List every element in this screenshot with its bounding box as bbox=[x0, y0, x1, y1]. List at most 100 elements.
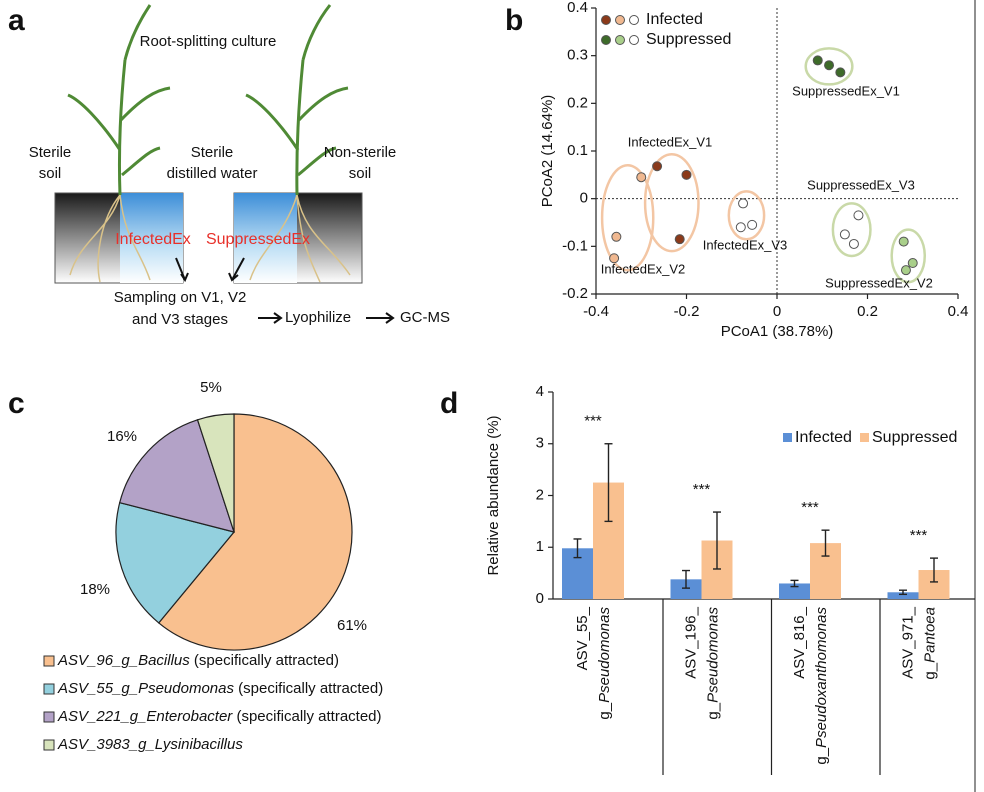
cluster-label: SuppressedEx_V1 bbox=[792, 83, 900, 98]
x-tick-label: -0.4 bbox=[583, 303, 609, 320]
error-bar bbox=[713, 511, 721, 570]
error-bar bbox=[573, 538, 582, 559]
error-bar bbox=[682, 569, 690, 589]
slice-label: 61% bbox=[337, 617, 367, 634]
legend-label: ASV_55_g_Pseudomonas (specifically attra… bbox=[57, 680, 383, 697]
cluster-ellipse bbox=[727, 190, 766, 241]
water bbox=[234, 193, 297, 283]
panel-label: c bbox=[8, 387, 25, 420]
cluster-label: SuppressedEx_V3 bbox=[807, 177, 915, 192]
point bbox=[611, 231, 622, 242]
cluster-label: InfectedEx_V1 bbox=[628, 134, 713, 149]
arrow bbox=[175, 257, 395, 324]
pie-slice bbox=[196, 413, 235, 533]
legend-swatch bbox=[43, 683, 55, 695]
legend-swatch bbox=[43, 739, 55, 751]
legend-swatch bbox=[43, 711, 55, 723]
cluster-ellipse bbox=[600, 163, 655, 272]
bar bbox=[779, 583, 810, 599]
error-bar bbox=[930, 557, 938, 583]
error-bar bbox=[790, 579, 799, 588]
diagram-title: Root-splitting culture bbox=[140, 33, 277, 50]
x-tick-label: 0.2 bbox=[857, 303, 878, 320]
point bbox=[907, 258, 918, 269]
x-tick-label: 0.4 bbox=[948, 303, 969, 320]
plant bbox=[67, 4, 349, 196]
label: Sampling on V1, V2 bbox=[114, 289, 247, 306]
pie-slice bbox=[118, 419, 235, 533]
legend-label: Infected bbox=[795, 429, 852, 446]
label: Non-sterile bbox=[324, 144, 397, 161]
y-tick-label: -0.2 bbox=[562, 285, 588, 302]
label: soil bbox=[39, 165, 62, 182]
x-tick-label: ASV_196_ bbox=[682, 606, 699, 678]
cluster-ellipse bbox=[804, 47, 854, 86]
point bbox=[900, 265, 911, 276]
x-tick-label: g_Pseudomonas bbox=[704, 607, 721, 720]
y-tick-label: 2 bbox=[536, 486, 544, 503]
y-tick-label: 4 bbox=[536, 383, 544, 400]
legend-label: ASV_3983_g_Lysinibacillus bbox=[57, 736, 243, 753]
x-tick-label: -0.2 bbox=[674, 303, 700, 320]
panel-label: d bbox=[440, 387, 458, 420]
y-tick-label: 0 bbox=[536, 590, 544, 607]
legend-marker bbox=[601, 15, 611, 25]
legend-label: ASV_221_g_Enterobacter (specifically att… bbox=[57, 708, 382, 725]
cluster-ellipse bbox=[643, 153, 700, 253]
x-tick-label: g_Pseudomonas bbox=[596, 607, 613, 720]
legend-swatch bbox=[43, 655, 55, 667]
point bbox=[738, 198, 749, 209]
legend-marker bbox=[615, 15, 625, 25]
x-tick-label: ASV_971_ bbox=[899, 606, 916, 678]
significance: *** bbox=[693, 481, 711, 498]
legend-label: Infected bbox=[646, 11, 703, 28]
x-tick-label: g_Pseudoxanthomonas bbox=[813, 607, 830, 765]
label: Lyophilize bbox=[285, 309, 351, 326]
legend-marker bbox=[629, 35, 639, 45]
label: Sterile bbox=[29, 144, 72, 161]
legend-swatch bbox=[860, 433, 869, 442]
diagram: Root-splitting culture Sterile soil Ster… bbox=[29, 4, 450, 328]
y-tick-label: 3 bbox=[536, 435, 544, 452]
point bbox=[835, 67, 846, 78]
y-tick-label: 0 bbox=[580, 190, 588, 207]
point bbox=[839, 229, 850, 240]
legend-label: Suppressed bbox=[646, 31, 731, 48]
point bbox=[853, 210, 864, 221]
label: Sterile bbox=[191, 144, 234, 161]
panel-label: b bbox=[505, 4, 523, 37]
panel-label: a bbox=[8, 4, 25, 37]
label: SuppressedEx bbox=[206, 231, 310, 248]
point bbox=[609, 253, 620, 264]
cluster-label: InfectedEx_V2 bbox=[601, 261, 686, 276]
slice-label: 5% bbox=[200, 379, 222, 396]
label: GC-MS bbox=[400, 309, 450, 326]
point bbox=[898, 236, 909, 247]
label: soil bbox=[349, 165, 372, 182]
legend-label: ASV_96_g_Bacillus (specifically attracte… bbox=[57, 652, 339, 669]
y-tick-label: 1 bbox=[536, 538, 544, 555]
roots bbox=[69, 194, 351, 283]
pie-slice bbox=[115, 501, 236, 624]
bar bbox=[670, 579, 702, 599]
y-tick-label: 0.2 bbox=[567, 94, 588, 111]
error-bar bbox=[604, 443, 613, 523]
slice-label: 16% bbox=[107, 428, 137, 445]
cluster-ellipse bbox=[890, 228, 926, 284]
x-tick-label: g_Pantoea bbox=[921, 607, 938, 680]
label: and V3 stages bbox=[132, 311, 228, 328]
significance: *** bbox=[801, 499, 819, 516]
y-tick-label: 0.1 bbox=[567, 142, 588, 159]
legend-marker bbox=[629, 15, 639, 25]
legend-swatch bbox=[783, 433, 792, 442]
slice-label: 18% bbox=[80, 581, 110, 598]
significance: *** bbox=[910, 527, 928, 544]
bar bbox=[887, 592, 919, 599]
x-tick-label: ASV_816_ bbox=[791, 606, 808, 678]
y-axis-label: PCoA2 (14.64%) bbox=[539, 95, 556, 208]
significance: *** bbox=[584, 413, 602, 430]
y-axis-label: Relative abundance (%) bbox=[485, 415, 502, 575]
error-bar bbox=[899, 589, 907, 596]
label: InfectedEx bbox=[115, 231, 191, 248]
